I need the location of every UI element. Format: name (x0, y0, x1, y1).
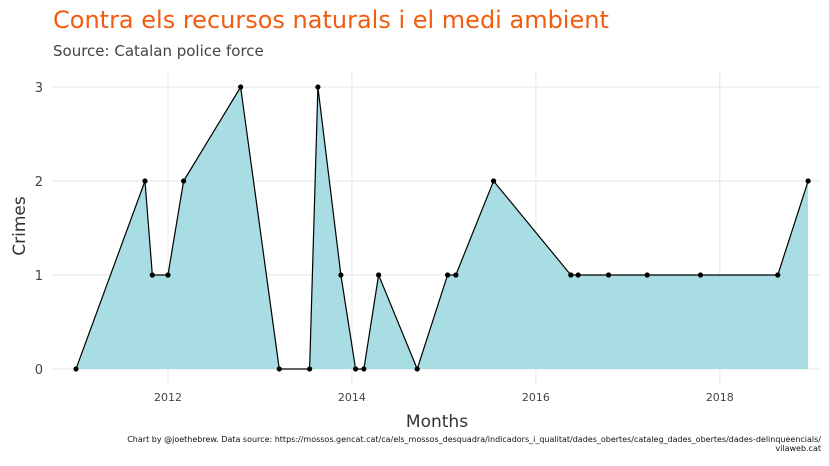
data-point (142, 178, 148, 184)
caption: Chart by @joethebrew. Data source: https… (127, 435, 821, 453)
x-axis-label: Months (406, 412, 468, 432)
y-axis-label: Crimes (10, 196, 30, 256)
data-point (568, 272, 574, 278)
y-tick-label: 1 (35, 269, 43, 284)
caption-source: Chart by @joethebrew. Data source: https… (127, 435, 821, 444)
y-tick-label: 2 (35, 175, 43, 190)
point-layer (73, 84, 811, 372)
data-point (165, 272, 171, 278)
data-point (181, 178, 187, 184)
caption-site: vilaweb.cat (775, 444, 821, 453)
data-point (375, 272, 382, 278)
chart-title: Contra els recursos naturals i el medi a… (53, 6, 609, 34)
data-point (644, 272, 650, 278)
data-point (238, 84, 244, 90)
data-point (453, 272, 459, 278)
data-point (315, 84, 321, 90)
data-point (575, 272, 581, 278)
data-point (444, 272, 451, 278)
data-point (361, 366, 367, 372)
x-tick-label: 2012 (154, 391, 182, 404)
data-point (414, 366, 420, 372)
chart-subtitle: Source: Catalan police force (53, 42, 264, 60)
data-point (73, 366, 79, 372)
x-tick-labels: 2012 2014 2016 2018 (154, 391, 734, 404)
area-layer (75, 87, 809, 369)
y-tick-label: 3 (35, 81, 43, 96)
series-area (75, 87, 809, 369)
data-point (353, 366, 359, 372)
series-line (75, 85, 809, 371)
data-point (307, 366, 313, 372)
x-tick-label: 2016 (522, 391, 550, 404)
data-point (805, 178, 811, 184)
line-layer (75, 85, 809, 371)
y-tick-label: 0 (35, 363, 43, 378)
data-point (697, 272, 704, 278)
data-point (490, 178, 497, 184)
y-tick-labels: 0 1 2 3 (35, 81, 43, 378)
x-tick-label: 2018 (706, 391, 734, 404)
data-point (605, 272, 612, 278)
data-point (338, 272, 344, 278)
data-point (775, 272, 781, 278)
data-point (276, 366, 282, 372)
data-point (149, 272, 155, 278)
x-tick-label: 2014 (338, 391, 366, 404)
